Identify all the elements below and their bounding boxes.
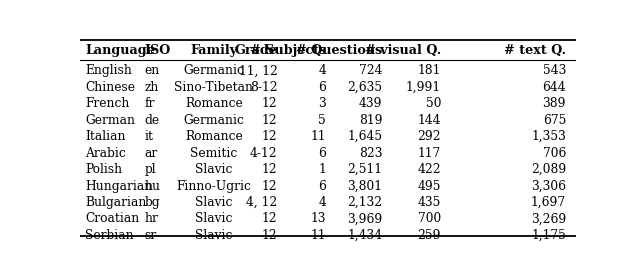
Text: Bulgarian: Bulgarian: [85, 196, 147, 209]
Text: 2,635: 2,635: [348, 81, 383, 94]
Text: 3,969: 3,969: [348, 212, 383, 226]
Text: Chinese: Chinese: [85, 81, 135, 94]
Text: Serbian: Serbian: [85, 229, 134, 242]
Text: 12: 12: [262, 97, 277, 110]
Text: 543: 543: [543, 64, 566, 77]
Text: 2,511: 2,511: [348, 163, 383, 176]
Text: German: German: [85, 114, 135, 127]
Text: 435: 435: [418, 196, 441, 209]
Text: Germanic: Germanic: [184, 114, 244, 127]
Text: # text Q.: # text Q.: [504, 44, 566, 57]
Text: Family: Family: [190, 44, 237, 57]
Text: 700: 700: [418, 212, 441, 226]
Text: English: English: [85, 64, 132, 77]
Text: Hungarian: Hungarian: [85, 179, 152, 193]
Text: Slavic: Slavic: [195, 212, 232, 226]
Text: 1,991: 1,991: [406, 81, 441, 94]
Text: Slavic: Slavic: [195, 229, 232, 242]
Text: 439: 439: [359, 97, 383, 110]
Text: pl: pl: [145, 163, 156, 176]
Text: Germanic: Germanic: [184, 64, 244, 77]
Text: fr: fr: [145, 97, 155, 110]
Text: Semitic: Semitic: [190, 147, 237, 160]
Text: Italian: Italian: [85, 130, 125, 143]
Text: 11, 12: 11, 12: [239, 64, 277, 77]
Text: 4-12: 4-12: [250, 147, 277, 160]
Text: it: it: [145, 130, 154, 143]
Text: Arabic: Arabic: [85, 147, 125, 160]
Text: hr: hr: [145, 212, 158, 226]
Text: Grade: Grade: [234, 44, 277, 57]
Text: Language: Language: [85, 44, 155, 57]
Text: ar: ar: [145, 147, 157, 160]
Text: de: de: [145, 114, 159, 127]
Text: 50: 50: [426, 97, 441, 110]
Text: 823: 823: [359, 147, 383, 160]
Text: en: en: [145, 64, 160, 77]
Text: 3,306: 3,306: [531, 179, 566, 193]
Text: 495: 495: [417, 179, 441, 193]
Text: sr: sr: [145, 229, 157, 242]
Text: Romance: Romance: [185, 97, 243, 110]
Text: Slavic: Slavic: [195, 196, 232, 209]
Text: 6: 6: [318, 147, 326, 160]
Text: 819: 819: [359, 114, 383, 127]
Text: bg: bg: [145, 196, 160, 209]
Text: 4: 4: [318, 196, 326, 209]
Text: 1,645: 1,645: [348, 130, 383, 143]
Text: 13: 13: [310, 212, 326, 226]
Text: 12: 12: [262, 114, 277, 127]
Text: 117: 117: [418, 147, 441, 160]
Text: 1,175: 1,175: [531, 229, 566, 242]
Text: 2,089: 2,089: [531, 163, 566, 176]
Text: Croatian: Croatian: [85, 212, 140, 226]
Text: 4: 4: [318, 64, 326, 77]
Text: 12: 12: [262, 229, 277, 242]
Text: Sino-Tibetan: Sino-Tibetan: [175, 81, 253, 94]
Text: hu: hu: [145, 179, 161, 193]
Text: 1: 1: [318, 163, 326, 176]
Text: ISO: ISO: [145, 44, 171, 57]
Text: 6: 6: [318, 179, 326, 193]
Text: Romance: Romance: [185, 130, 243, 143]
Text: French: French: [85, 97, 129, 110]
Text: 12: 12: [262, 163, 277, 176]
Text: 12: 12: [262, 179, 277, 193]
Text: 1,434: 1,434: [348, 229, 383, 242]
Text: 11: 11: [310, 130, 326, 143]
Text: 644: 644: [543, 81, 566, 94]
Text: 6: 6: [318, 81, 326, 94]
Text: 1,353: 1,353: [531, 130, 566, 143]
Text: # visual Q.: # visual Q.: [365, 44, 441, 57]
Text: 3: 3: [318, 97, 326, 110]
Text: 724: 724: [359, 64, 383, 77]
Text: 12: 12: [262, 212, 277, 226]
Text: 675: 675: [543, 114, 566, 127]
Text: 3,801: 3,801: [348, 179, 383, 193]
Text: 144: 144: [417, 114, 441, 127]
Text: Slavic: Slavic: [195, 163, 232, 176]
Text: 2,132: 2,132: [348, 196, 383, 209]
Text: 11: 11: [310, 229, 326, 242]
Text: Polish: Polish: [85, 163, 122, 176]
Text: 4, 12: 4, 12: [246, 196, 277, 209]
Text: 8-12: 8-12: [250, 81, 277, 94]
Text: 5: 5: [318, 114, 326, 127]
Text: 292: 292: [417, 130, 441, 143]
Text: Finno-Ugric: Finno-Ugric: [177, 179, 252, 193]
Text: 389: 389: [543, 97, 566, 110]
Text: 181: 181: [418, 64, 441, 77]
Text: 259: 259: [417, 229, 441, 242]
Text: 3,269: 3,269: [531, 212, 566, 226]
Text: 12: 12: [262, 130, 277, 143]
Text: zh: zh: [145, 81, 159, 94]
Text: 422: 422: [417, 163, 441, 176]
Text: 1,697: 1,697: [531, 196, 566, 209]
Text: 706: 706: [543, 147, 566, 160]
Text: # Questions: # Questions: [296, 44, 383, 57]
Text: # Subjects: # Subjects: [250, 44, 326, 57]
